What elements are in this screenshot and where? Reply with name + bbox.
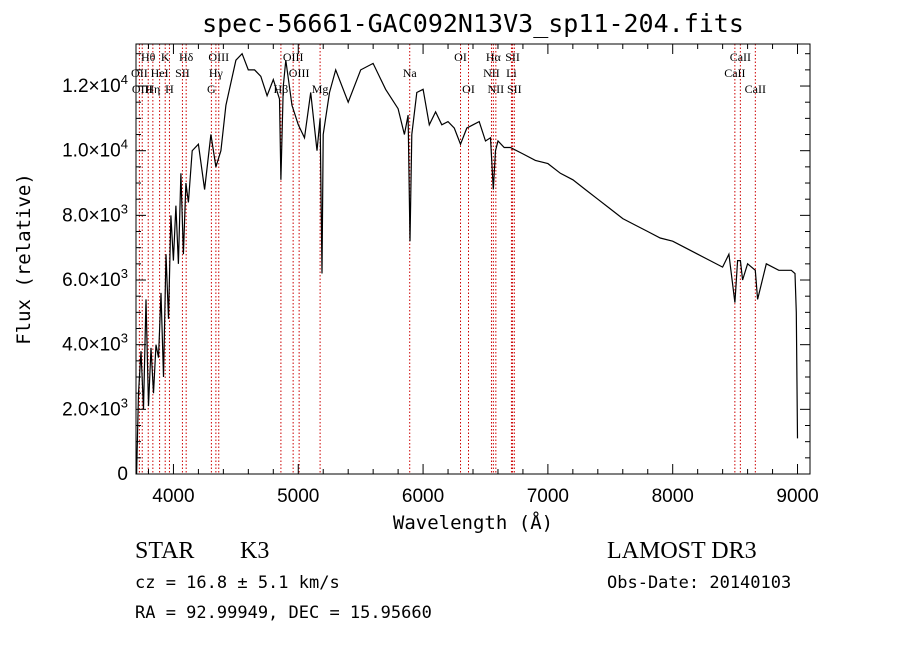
survey-label: LAMOST DR3 xyxy=(607,538,757,564)
subclass-label: K3 xyxy=(240,538,270,564)
y-tick-label: 2.0×103 xyxy=(62,395,128,420)
x-tick-label: 9000 xyxy=(776,486,818,507)
line-label: OIII xyxy=(132,82,153,96)
y-axis: 0 2.0×103 4.0×103 6.0×103 8.0×103 1.0×104 1.2×… xyxy=(62,53,810,485)
line-label: SII xyxy=(505,50,520,64)
y-tick-label: 0 xyxy=(117,464,128,485)
line-label: SII xyxy=(507,82,522,96)
class-label: STAR xyxy=(135,538,195,564)
line-label: Hγ xyxy=(209,66,224,80)
line-label: HeI xyxy=(151,66,169,80)
line-label: H xyxy=(165,82,174,96)
y-tick-label: 1.2×104 xyxy=(62,72,128,97)
line-label: K xyxy=(161,50,170,64)
y-tick-label: 4.0×103 xyxy=(62,331,128,356)
line-label: CaII xyxy=(730,50,751,64)
line-label: Hδ xyxy=(179,50,194,64)
line-label: OIII xyxy=(289,66,310,80)
line-label: Hα xyxy=(486,50,502,64)
x-tick-label: 5000 xyxy=(277,486,319,507)
line-label: OI xyxy=(462,82,475,96)
chart-title: spec-56661-GAC092N13V3_sp11-204.fits xyxy=(202,9,744,38)
spectrum-chart: spec-56661-GAC092N13V3_sp11-204.fits Hθ K… xyxy=(13,9,819,534)
line-label: NII xyxy=(483,66,500,80)
x-axis-label: Wavelength (Å) xyxy=(393,511,553,534)
line-label: CaII xyxy=(745,82,766,96)
y-axis-label: Flux (relative) xyxy=(13,173,35,345)
flux-line xyxy=(136,52,799,475)
x-tick-label: 8000 xyxy=(652,486,694,507)
y-tick-label: 1.0×104 xyxy=(62,137,128,162)
line-label: OII xyxy=(131,66,148,80)
redshift-text: cz = 16.8 ± 5.1 km/s xyxy=(135,573,340,593)
line-label: NII xyxy=(488,82,505,96)
line-label: SII xyxy=(175,66,190,80)
obs-date-text: Obs-Date: 20140103 xyxy=(607,573,792,593)
line-label: CaII xyxy=(724,66,745,80)
x-tick-label: 7000 xyxy=(527,486,569,507)
x-tick-label: 6000 xyxy=(402,486,444,507)
line-label: OI xyxy=(454,50,467,64)
x-axis: 4000 5000 6000 7000 8000 9000 xyxy=(147,44,819,507)
line-label: Mg xyxy=(312,82,329,96)
y-tick-label: 6.0×103 xyxy=(62,266,128,291)
coordinates-text: RA = 92.99949, DEC = 15.95660 xyxy=(135,603,432,623)
line-label: G xyxy=(207,82,216,96)
line-label: Hθ xyxy=(141,50,156,64)
line-label: Hη xyxy=(145,82,160,96)
x-tick-label: 4000 xyxy=(152,486,194,507)
line-label: Li xyxy=(506,66,517,80)
line-label: Na xyxy=(403,66,418,80)
line-markers xyxy=(138,44,756,474)
plot-frame xyxy=(135,43,811,475)
line-label: OIII xyxy=(208,50,229,64)
y-tick-label: 8.0×103 xyxy=(62,201,128,226)
